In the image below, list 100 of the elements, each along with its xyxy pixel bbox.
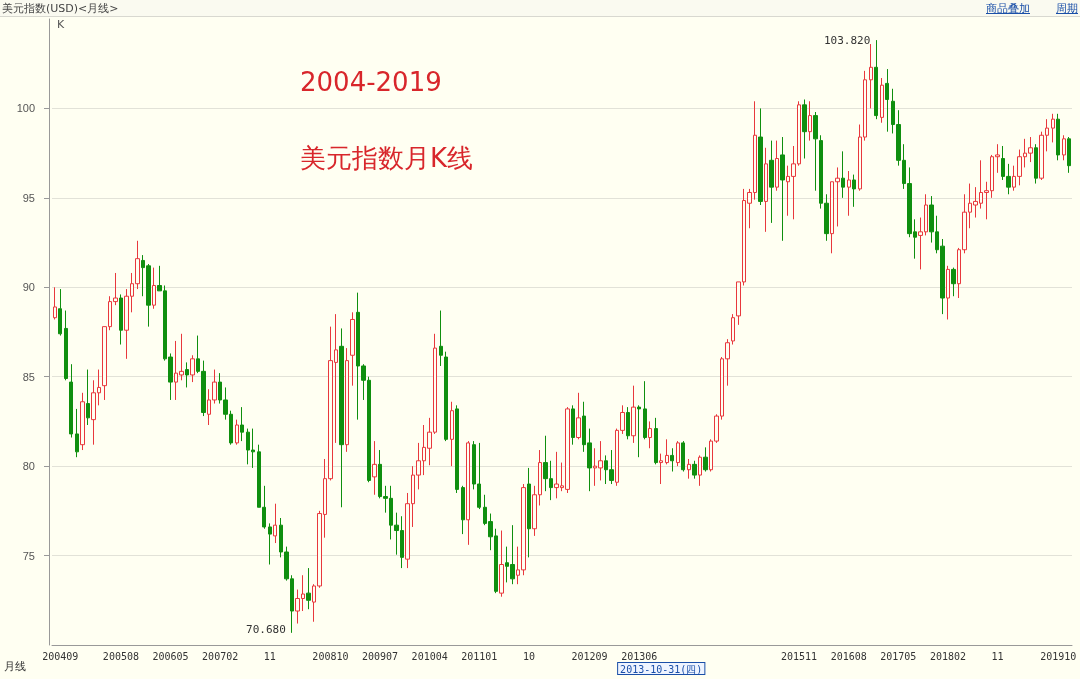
candlestick	[681, 440, 685, 473]
candlestick	[731, 313, 735, 346]
candlestick	[869, 43, 873, 109]
candlestick	[631, 385, 636, 444]
candlestick	[670, 447, 674, 473]
x-tick-label: 200907	[361, 650, 399, 662]
candlestick	[758, 107, 763, 206]
candlestick	[372, 440, 377, 496]
y-tick-label: 75	[22, 549, 35, 562]
candlestick	[190, 354, 195, 383]
annotation: 70.680	[246, 622, 286, 636]
x-tick-label: 201004	[411, 650, 448, 662]
candlestick	[1062, 134, 1066, 161]
candlestick	[637, 404, 641, 458]
candlestick	[64, 310, 68, 381]
x-tick-label: 200409	[42, 650, 79, 662]
candlestick	[808, 100, 812, 142]
candlestick	[350, 311, 355, 387]
candlestick	[240, 406, 244, 442]
candlestick	[951, 267, 956, 297]
candlestick	[1034, 143, 1038, 185]
candlestick	[75, 408, 79, 458]
x-tick-label: 200508	[102, 650, 139, 662]
candlestick	[444, 351, 448, 442]
y-tick-label: 80	[22, 460, 35, 473]
candlestick	[692, 460, 697, 480]
candlestick	[676, 440, 680, 467]
candlestick	[86, 369, 90, 426]
x-tick-label: 11	[991, 650, 1004, 662]
candlestick	[461, 485, 465, 535]
x-tick-label: 200605	[152, 650, 189, 662]
x-tick-label: 201209	[571, 650, 608, 662]
y-tick-label: 85	[22, 370, 35, 383]
candlestick	[874, 39, 878, 120]
x-tick-label: 201608	[830, 650, 867, 662]
candlestick	[780, 136, 785, 242]
candlestick	[53, 286, 57, 320]
candlestick	[764, 147, 768, 233]
candlestick	[648, 420, 652, 449]
candlestick	[499, 530, 504, 598]
candlestick	[58, 288, 62, 337]
candlestick	[268, 522, 272, 566]
candlestick	[185, 361, 189, 388]
x-tick-label: 201802	[929, 650, 967, 662]
candlestick	[852, 174, 856, 208]
x-tick-label: 200702	[202, 650, 239, 662]
chart-title: 美元指数(USD)<月线>	[2, 1, 119, 16]
x-tick-label: 201705	[880, 650, 917, 662]
candlestick	[665, 438, 669, 465]
candlestick	[119, 293, 123, 346]
candlestick	[885, 68, 889, 133]
candlestick	[654, 417, 658, 465]
candlestick	[687, 458, 691, 480]
candlestick	[235, 419, 239, 446]
candlestick	[775, 140, 779, 192]
candlestick	[455, 404, 459, 494]
candlestick	[1056, 113, 1060, 161]
text: 周期	[1056, 1, 1078, 16]
candlestick	[69, 363, 73, 439]
candlestick	[527, 467, 531, 558]
x-tick-label: 201306	[621, 650, 658, 662]
candlestick	[698, 454, 702, 487]
x-axis-title: 月线	[4, 660, 26, 673]
candlestick	[847, 170, 851, 217]
candlestick	[880, 77, 884, 124]
candlestick	[643, 380, 647, 440]
y-tick-label: 90	[22, 281, 35, 294]
candlestick	[841, 150, 845, 199]
candlestick	[450, 401, 454, 467]
x-tick-label: 2013-10-31(四)	[620, 663, 703, 675]
x-tick-label: 200810	[312, 650, 349, 662]
candlestick	[626, 406, 630, 440]
candlestick	[946, 265, 950, 320]
candlestick	[439, 310, 443, 367]
x-tick-label: 201511	[781, 650, 818, 662]
y-tick-label: 95	[22, 191, 35, 204]
candlestick	[769, 140, 774, 224]
x-tick-label: 201101	[461, 650, 498, 662]
candlestick	[576, 392, 581, 440]
candlestick	[1051, 113, 1055, 143]
x-tick-label: 201910	[1040, 650, 1077, 662]
candlestick	[813, 111, 818, 192]
x-tick-label: 11	[263, 650, 276, 662]
candlestick	[1067, 136, 1071, 174]
candlestick	[345, 347, 349, 453]
candlestick	[703, 446, 708, 473]
candlestick	[306, 567, 311, 610]
y-tick-label: 100	[16, 102, 35, 115]
candlestick	[80, 392, 85, 451]
candlestick	[273, 503, 277, 544]
candlestick	[571, 404, 575, 446]
candlestick	[659, 453, 663, 485]
x-tick-label: 10	[522, 650, 535, 662]
candlestick	[802, 98, 807, 160]
candlestick	[152, 267, 156, 310]
text: 商品叠加	[986, 1, 1030, 16]
annotation: 美元指数月K线	[300, 143, 474, 173]
candlestick	[339, 327, 344, 508]
candlestick	[466, 440, 470, 546]
annotation: 2004-2019	[300, 67, 442, 97]
